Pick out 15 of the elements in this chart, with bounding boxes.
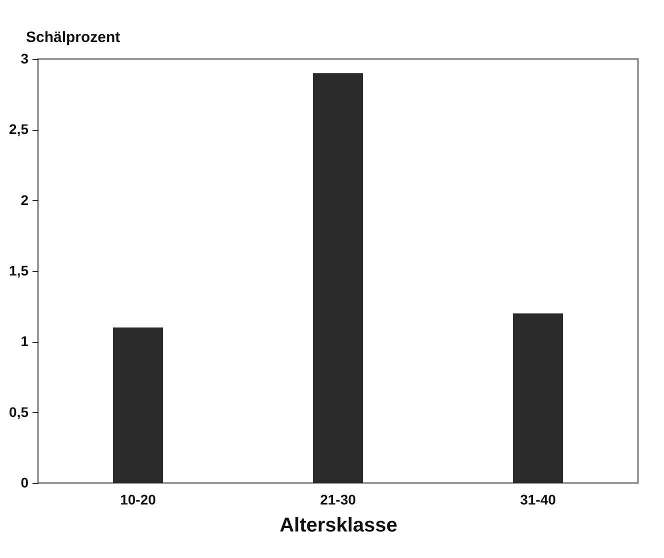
- y-tick-label: 2,5: [9, 121, 29, 138]
- y-tick-label: 0,5: [9, 404, 29, 420]
- x-tick-label: 21-30: [320, 492, 356, 508]
- y-tick-label: 2: [20, 192, 29, 208]
- y-tick-label: 1: [20, 333, 29, 350]
- bar: [113, 328, 163, 483]
- x-tick-label: 10-20: [120, 492, 156, 508]
- y-tick-label: 1,5: [9, 262, 29, 278]
- bar: [313, 73, 363, 483]
- bar: [513, 313, 563, 483]
- y-tick-label: 3: [20, 50, 29, 66]
- x-tick-label: 31-40: [520, 492, 556, 508]
- y-axis-title: Schälprozent: [26, 29, 120, 46]
- x-axis-title: Altersklasse: [280, 514, 398, 536]
- y-tick-label: 0: [20, 474, 29, 490]
